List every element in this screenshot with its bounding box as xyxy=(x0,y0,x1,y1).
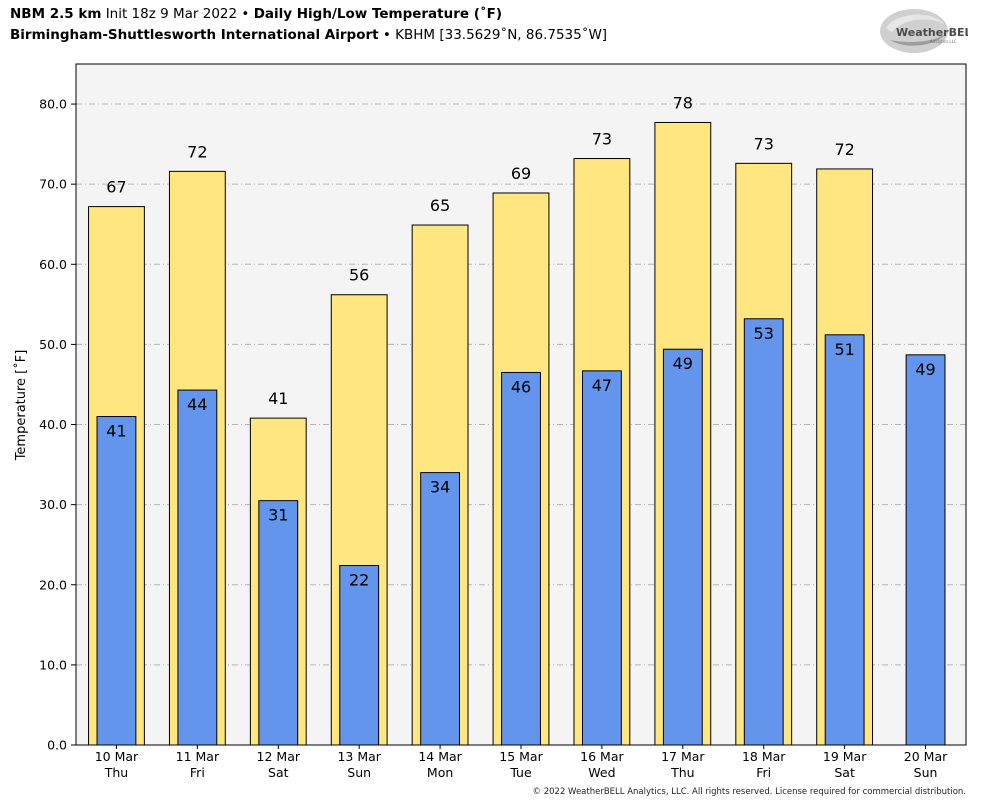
x-tick-day: Fri xyxy=(190,765,205,780)
x-tick-day: Mon xyxy=(427,765,453,780)
header-line-2: Birmingham-Shuttlesworth International A… xyxy=(10,27,607,43)
logo-subtext: Analytics LLC xyxy=(930,39,957,44)
init-time: Init 18z 9 Mar 2022 xyxy=(105,6,238,22)
low-bar xyxy=(96,416,137,746)
y-tick-label: 70.0 xyxy=(39,177,67,192)
logo-text: WeatherBELL xyxy=(896,26,968,39)
low-bar xyxy=(662,348,703,746)
low-value-label: 47 xyxy=(592,376,612,395)
model-name: NBM 2.5 km xyxy=(10,6,102,22)
high-value-label: 69 xyxy=(511,164,531,183)
product-title: Daily High/Low Temperature (˚F) xyxy=(253,6,503,22)
x-tick-day: Thu xyxy=(670,765,694,780)
y-axis: 0.0 10.0 20.0 30.0 40.0 50.0 60.0 70.0 80.0 xyxy=(39,97,76,753)
y-tick-label: 40.0 xyxy=(39,417,67,432)
low-value-label: 53 xyxy=(754,324,774,343)
x-tick-day: Sun xyxy=(914,765,938,780)
low-bar xyxy=(824,334,865,746)
x-tick-date: 16 Mar xyxy=(580,749,624,764)
y-tick-label: 30.0 xyxy=(39,497,67,512)
high-value-label: 56 xyxy=(349,266,369,285)
y-tick-label: 20.0 xyxy=(39,577,67,592)
weatherbell-logo: WeatherBELL Analytics LLC xyxy=(880,9,968,53)
low-value-label: 34 xyxy=(430,478,450,497)
low-value-label: 41 xyxy=(106,422,126,441)
separator: • xyxy=(382,27,391,43)
low-value-label: 31 xyxy=(268,506,288,525)
x-tick-day: Sat xyxy=(268,765,289,780)
high-value-label: 72 xyxy=(834,140,854,159)
y-tick-label: 10.0 xyxy=(39,657,67,672)
x-tick-date: 10 Mar xyxy=(95,749,139,764)
low-bar xyxy=(581,370,622,746)
low-value-label: 51 xyxy=(834,340,854,359)
high-value-label: 78 xyxy=(673,93,693,112)
high-value-label: 65 xyxy=(430,196,450,215)
x-tick-date: 11 Mar xyxy=(176,749,220,764)
y-axis-label: Temperature [˚F] xyxy=(13,350,29,462)
high-value-label: 41 xyxy=(268,389,288,408)
x-tick-day: Wed xyxy=(588,765,615,780)
x-tick-date: 14 Mar xyxy=(418,749,462,764)
x-tick-date: 15 Mar xyxy=(499,749,543,764)
station-name: Birmingham-Shuttlesworth International A… xyxy=(10,27,379,43)
x-tick-day: Fri xyxy=(756,765,771,780)
high-value-label: 72 xyxy=(187,142,207,161)
x-tick-day: Thu xyxy=(104,765,128,780)
low-value-label: 49 xyxy=(673,354,693,373)
x-tick-date: 20 Mar xyxy=(904,749,948,764)
copyright-notice: © 2022 WeatherBELL Analytics, LLC. All r… xyxy=(532,787,966,797)
bar-labels: 67 41 72 44 41 31 56 22 65 34 69 46 73 47 78 49 73 53 72 51… xyxy=(106,93,935,589)
low-bar xyxy=(420,472,461,746)
low-value-label: 22 xyxy=(349,571,369,590)
x-tick-date: 13 Mar xyxy=(337,749,381,764)
x-tick-date: 19 Mar xyxy=(823,749,867,764)
low-value-label: 46 xyxy=(511,377,531,396)
low-bar xyxy=(501,371,541,746)
x-tick-date: 12 Mar xyxy=(257,749,301,764)
low-value-label: 49 xyxy=(915,360,935,379)
x-tick-day: Sun xyxy=(347,765,371,780)
y-tick-label: 80.0 xyxy=(39,97,67,112)
station-info: KBHM [33.5629˚N, 86.7535˚W] xyxy=(395,27,608,43)
separator: • xyxy=(241,6,250,22)
high-value-label: 67 xyxy=(106,178,126,197)
low-bar xyxy=(258,500,299,746)
low-bar xyxy=(177,389,218,746)
low-bar xyxy=(905,354,946,746)
bars xyxy=(88,121,946,746)
header-line-1: NBM 2.5 km Init 18z 9 Mar 2022 • Daily H… xyxy=(10,6,502,22)
low-bar xyxy=(743,318,784,746)
y-tick-label: 60.0 xyxy=(39,257,67,272)
y-tick-label: 0.0 xyxy=(47,738,67,753)
x-tick-day: Sat xyxy=(834,765,855,780)
x-tick-date: 17 Mar xyxy=(661,749,705,764)
low-bar xyxy=(339,565,380,746)
high-value-label: 73 xyxy=(592,130,612,149)
high-value-label: 73 xyxy=(754,134,774,153)
y-tick-label: 50.0 xyxy=(39,337,67,352)
x-tick-day: Tue xyxy=(509,765,532,780)
x-tick-date: 18 Mar xyxy=(742,749,786,764)
low-value-label: 44 xyxy=(187,395,207,414)
